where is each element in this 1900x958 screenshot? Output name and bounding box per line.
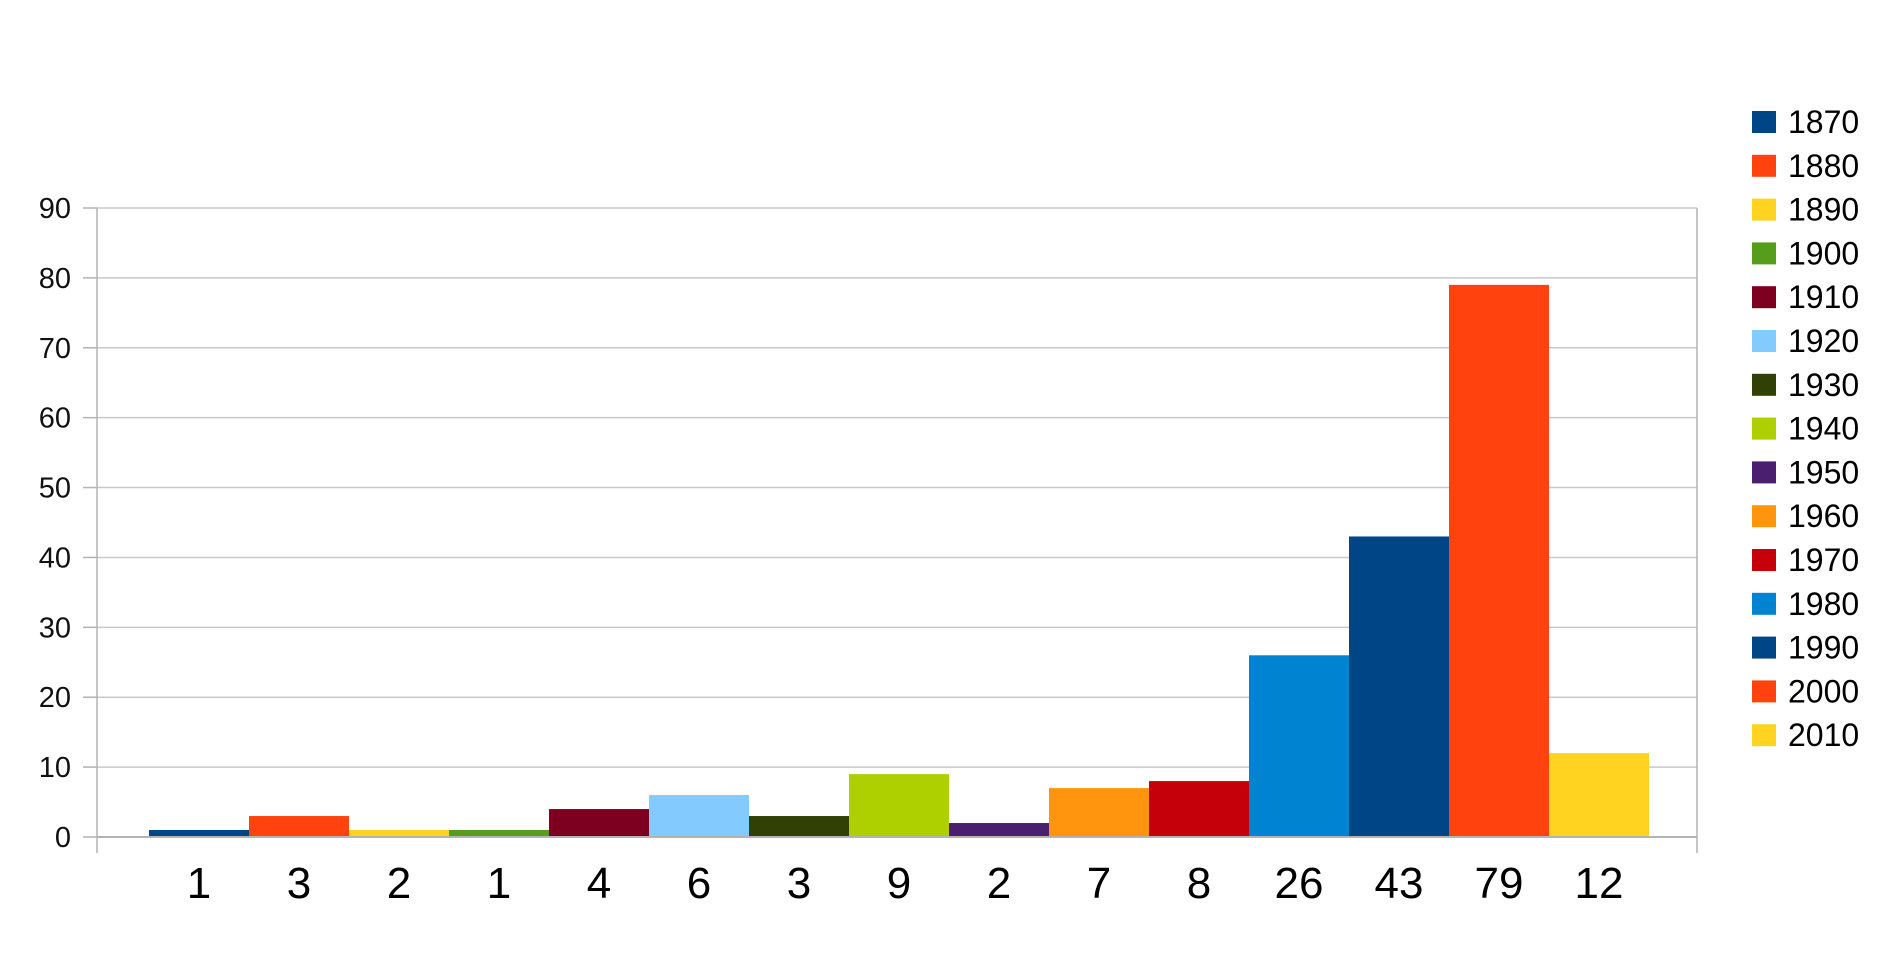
legend-label: 1980 bbox=[1788, 586, 1859, 622]
bar-1950 bbox=[949, 823, 1049, 837]
data-label: 4 bbox=[587, 859, 611, 908]
legend-label: 2010 bbox=[1788, 717, 1859, 753]
data-label: 6 bbox=[687, 859, 711, 908]
y-axis-ticks: 0 10 20 30 40 50 60 70 80 90 bbox=[39, 193, 97, 854]
data-label: 3 bbox=[787, 859, 811, 908]
data-label: 7 bbox=[1087, 859, 1111, 908]
bar-1980 bbox=[1249, 655, 1349, 837]
legend-swatch bbox=[1752, 286, 1776, 309]
y-tick-label: 30 bbox=[39, 612, 71, 644]
y-tick-label: 20 bbox=[39, 682, 71, 714]
data-label: 79 bbox=[1475, 859, 1524, 908]
legend-swatch bbox=[1752, 724, 1776, 747]
legend-label: 1890 bbox=[1788, 192, 1859, 228]
legend: 1870 1880 1890 1900 1910 1920 1930 1940 1950 1960… bbox=[1752, 104, 1859, 753]
bar-1960 bbox=[1049, 788, 1149, 837]
bar-1880 bbox=[249, 816, 349, 837]
bar-1870 bbox=[149, 830, 249, 837]
data-label: 1 bbox=[187, 859, 211, 908]
legend-swatch bbox=[1752, 330, 1776, 352]
data-label: 3 bbox=[287, 859, 311, 908]
y-tick-label: 90 bbox=[39, 193, 71, 225]
data-label: 2 bbox=[387, 859, 411, 908]
bar-1940 bbox=[849, 774, 949, 837]
legend-swatch bbox=[1752, 198, 1776, 221]
legend-label: 1950 bbox=[1788, 454, 1859, 490]
data-label: 2 bbox=[987, 859, 1011, 908]
bar-1920 bbox=[649, 795, 749, 837]
data-label: 9 bbox=[887, 859, 911, 908]
legend-label: 1910 bbox=[1788, 279, 1859, 315]
bar-1970 bbox=[1149, 781, 1249, 837]
data-label: 12 bbox=[1575, 859, 1624, 908]
legend-swatch bbox=[1752, 154, 1776, 177]
bars bbox=[149, 284, 1649, 837]
y-tick-label: 10 bbox=[39, 752, 71, 784]
legend-label: 1930 bbox=[1788, 367, 1859, 403]
legend-label: 1900 bbox=[1788, 235, 1859, 271]
legend-label: 1940 bbox=[1788, 411, 1859, 447]
bar-2000 bbox=[1449, 284, 1549, 837]
y-tick-label: 60 bbox=[39, 403, 71, 435]
legend-label: 1970 bbox=[1788, 542, 1859, 578]
data-labels: 1 3 2 1 4 6 3 9 2 7 8 26 43 79 12 bbox=[187, 859, 1624, 908]
data-label: 43 bbox=[1375, 859, 1424, 908]
y-tick-label: 0 bbox=[55, 822, 71, 854]
data-label: 1 bbox=[487, 859, 511, 908]
y-tick-label: 80 bbox=[39, 263, 71, 295]
bar-1890 bbox=[349, 830, 449, 837]
legend-swatch bbox=[1752, 461, 1776, 484]
legend-swatch bbox=[1752, 373, 1776, 396]
legend-swatch bbox=[1752, 242, 1776, 265]
legend-swatch bbox=[1752, 549, 1776, 571]
legend-label: 1880 bbox=[1788, 148, 1859, 184]
legend-swatch bbox=[1752, 592, 1776, 615]
legend-label: 2000 bbox=[1788, 673, 1859, 709]
y-tick-label: 50 bbox=[39, 473, 71, 505]
legend-label: 1990 bbox=[1788, 630, 1859, 666]
legend-swatch bbox=[1752, 680, 1776, 703]
bar-1910 bbox=[549, 809, 649, 837]
legend-label: 1960 bbox=[1788, 498, 1859, 534]
legend-swatch bbox=[1752, 636, 1776, 659]
legend-label: 1870 bbox=[1788, 104, 1859, 140]
legend-swatch bbox=[1752, 111, 1776, 133]
legend-swatch bbox=[1752, 505, 1776, 528]
legend-label: 1920 bbox=[1788, 323, 1859, 359]
gridlines bbox=[97, 207, 1697, 838]
legend-swatch bbox=[1752, 417, 1776, 440]
y-tick-label: 40 bbox=[39, 542, 71, 574]
bar-1990 bbox=[1349, 536, 1449, 837]
axes bbox=[96, 208, 1698, 853]
bar-2010 bbox=[1549, 753, 1649, 837]
bar-1900 bbox=[449, 830, 549, 837]
bar-1930 bbox=[749, 816, 849, 837]
y-tick-label: 70 bbox=[39, 333, 71, 365]
data-label: 26 bbox=[1275, 859, 1324, 908]
data-label: 8 bbox=[1187, 859, 1211, 908]
